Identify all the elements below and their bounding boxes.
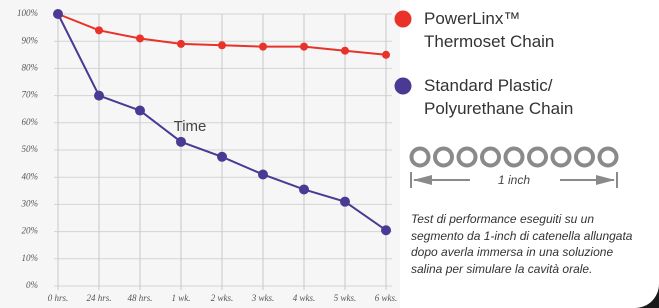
data-point xyxy=(218,41,226,49)
data-point xyxy=(382,51,390,59)
x-tick-label: 0 hrs. xyxy=(48,293,69,303)
x-tick-label: 1 wk. xyxy=(172,293,191,303)
data-point xyxy=(94,91,104,101)
y-tick-label: 70% xyxy=(22,90,39,100)
data-point xyxy=(381,225,391,235)
y-tick-label: 0% xyxy=(26,280,38,290)
y-tick-label: 20% xyxy=(22,226,39,236)
legend-label: PowerLinx™ Thermoset Chain xyxy=(424,7,592,53)
data-point xyxy=(135,106,145,116)
y-tick-label: 30% xyxy=(21,198,39,208)
legend-label: Standard Plastic/ Polyurethane Chain xyxy=(424,74,592,120)
legend-marker xyxy=(395,11,412,28)
data-point xyxy=(259,43,267,51)
legend-marker xyxy=(395,78,412,95)
data-point xyxy=(217,152,227,162)
note: Test di performance eseguiti su un segme… xyxy=(411,211,647,277)
data-point xyxy=(95,26,103,34)
y-tick-label: 90% xyxy=(22,35,39,45)
data-point xyxy=(341,47,349,55)
data-point xyxy=(136,34,144,42)
y-tick-label: 40% xyxy=(22,171,39,181)
page: Time 1 inch 0% 10% 20% 30% 40% 50% 60% 70% 80% 90… xyxy=(0,0,659,308)
x-tick-label: 5 wks. xyxy=(334,293,357,303)
data-point xyxy=(53,9,63,19)
data-point xyxy=(300,43,308,51)
y-tick-label: 50% xyxy=(22,144,39,154)
y-tick-label: 60% xyxy=(22,117,39,127)
plot-background xyxy=(0,0,400,308)
x-tick-label: 24 hrs. xyxy=(86,293,111,303)
data-point xyxy=(299,184,309,194)
x-tick-label: 3 wks. xyxy=(251,293,275,303)
chain-icon xyxy=(412,149,617,166)
scale-label: 1 inch xyxy=(498,173,530,187)
data-point xyxy=(177,40,185,48)
data-point xyxy=(340,197,350,207)
x-tick-label: 4 wks. xyxy=(293,293,316,303)
x-tick-label: 48 hrs. xyxy=(127,293,152,303)
x-tick-label: 2 wks. xyxy=(211,293,234,303)
data-point xyxy=(258,169,268,179)
annotation: Time xyxy=(174,118,207,135)
data-point xyxy=(176,137,186,147)
y-tick-label: 100% xyxy=(17,8,38,18)
y-tick-label: 80% xyxy=(22,62,39,72)
x-tick-label: 6 wks. xyxy=(375,293,398,303)
y-tick-label: 10% xyxy=(22,253,39,263)
